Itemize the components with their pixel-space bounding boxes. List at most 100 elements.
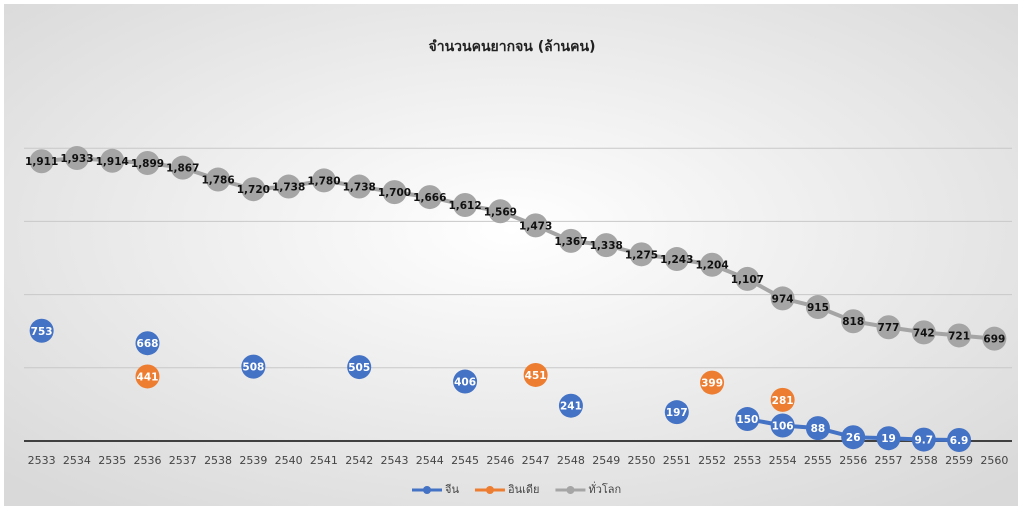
marker: [947, 323, 972, 348]
chart-area: [4, 4, 1018, 506]
data-label: 281: [772, 395, 794, 407]
x-tick-label: 2545: [451, 454, 479, 467]
legend-marker: [566, 486, 575, 494]
marker: [594, 233, 619, 258]
x-tick-label: 2560: [980, 454, 1008, 467]
x-tick-label: 2553: [733, 454, 761, 467]
marker: [453, 369, 478, 394]
x-tick-label: 2548: [557, 454, 585, 467]
legend-label: ทั่วโลก: [588, 481, 621, 496]
x-tick-label: 2537: [169, 454, 197, 467]
data-label: 1,367: [554, 236, 587, 248]
marker: [841, 425, 866, 450]
data-label: 915: [807, 302, 829, 314]
data-label: 1,786: [201, 175, 234, 187]
data-label: 505: [348, 362, 370, 374]
data-label: 197: [666, 407, 688, 419]
x-tick-label: 2539: [239, 454, 267, 467]
marker: [276, 174, 301, 199]
data-label: 1,243: [660, 254, 693, 266]
marker: [347, 174, 372, 199]
data-label: 1,473: [519, 220, 552, 232]
data-label: 1,720: [237, 184, 270, 196]
data-label: 1,933: [60, 153, 93, 165]
marker: [770, 387, 795, 412]
data-label: 1,867: [166, 163, 199, 175]
data-label: 1,899: [131, 158, 164, 170]
x-tick-label: 2558: [910, 454, 938, 467]
data-label: 1,738: [343, 182, 376, 194]
x-tick-label: 2549: [592, 454, 620, 467]
x-tick-label: 2543: [381, 454, 409, 467]
data-label: 1,612: [448, 200, 481, 212]
marker: [770, 286, 795, 311]
marker: [135, 331, 160, 356]
data-label: 777: [878, 322, 900, 334]
data-label: 1,780: [307, 175, 340, 187]
marker: [558, 393, 583, 418]
marker: [947, 427, 972, 452]
marker: [206, 167, 231, 192]
marker: [982, 326, 1007, 351]
data-label: 26: [846, 432, 861, 444]
data-label: 1,338: [590, 240, 623, 252]
x-tick-label: 2540: [275, 454, 303, 467]
data-label: 1,700: [378, 187, 411, 199]
data-label: 1,204: [695, 260, 728, 272]
data-label: 508: [242, 362, 264, 374]
marker: [876, 426, 901, 451]
x-tick-label: 2533: [28, 454, 56, 467]
marker: [135, 364, 160, 389]
marker: [700, 252, 725, 277]
data-label: 1,275: [625, 249, 658, 261]
x-tick-label: 2551: [663, 454, 691, 467]
legend-label: จีน: [444, 483, 459, 496]
data-label: 1,738: [272, 182, 305, 194]
x-tick-label: 2552: [698, 454, 726, 467]
marker: [558, 228, 583, 253]
marker: [664, 400, 689, 425]
data-label: 1,569: [484, 206, 517, 218]
data-label: 753: [31, 326, 53, 338]
data-label: 399: [701, 378, 723, 390]
marker: [453, 193, 478, 218]
legend-marker: [423, 486, 431, 494]
data-label: 1,666: [413, 192, 446, 204]
marker: [29, 149, 54, 174]
legend-label: อินเดีย: [508, 483, 540, 496]
data-label: 974: [772, 293, 794, 305]
marker: [664, 247, 689, 272]
marker: [523, 213, 548, 238]
marker: [911, 427, 936, 452]
marker: [29, 318, 54, 343]
data-label: 742: [913, 327, 935, 339]
marker: [805, 295, 830, 320]
marker: [523, 362, 548, 387]
marker: [735, 407, 760, 432]
marker: [241, 177, 266, 202]
marker: [911, 320, 936, 345]
series-line: [41, 156, 995, 341]
x-tick-label: 2541: [310, 454, 338, 467]
data-label: 451: [525, 370, 547, 382]
x-tick-label: 2557: [875, 454, 903, 467]
x-tick-label: 2547: [522, 454, 550, 467]
marker: [311, 168, 336, 193]
data-label: 88: [811, 423, 826, 435]
data-label: 721: [948, 330, 970, 342]
x-tick-label: 2555: [804, 454, 832, 467]
marker: [629, 242, 654, 267]
data-label: 406: [454, 377, 476, 389]
data-label: 441: [137, 371, 159, 383]
marker: [876, 315, 901, 340]
data-label: 19: [881, 433, 896, 445]
data-label: 241: [560, 401, 582, 413]
marker: [488, 199, 513, 224]
x-tick-label: 2536: [134, 454, 162, 467]
x-tick-label: 2559: [945, 454, 973, 467]
x-tick-label: 2546: [486, 454, 514, 467]
data-label: 150: [736, 414, 758, 426]
marker: [735, 266, 760, 291]
marker: [770, 413, 795, 438]
